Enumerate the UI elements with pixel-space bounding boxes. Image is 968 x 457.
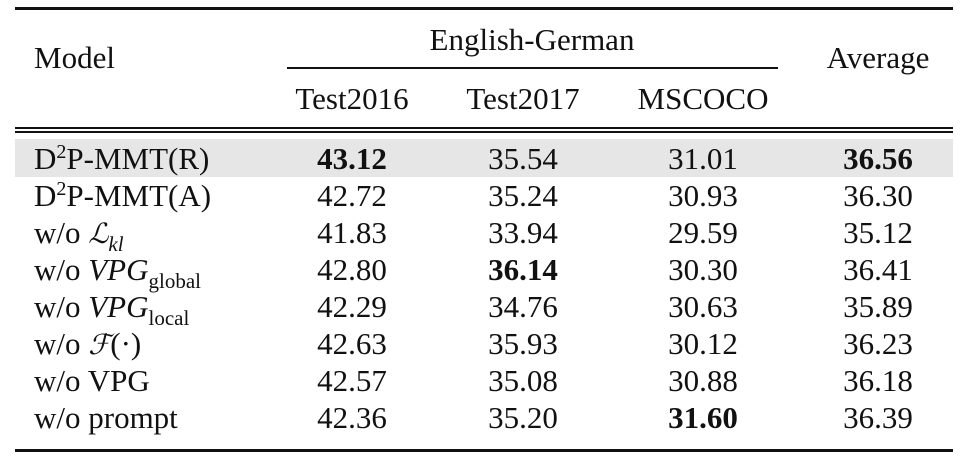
header-col-test2017: Test2017 bbox=[466, 81, 580, 116]
highlight-row-band bbox=[15, 139, 953, 177]
row-3-test2016: 42.80 bbox=[317, 252, 387, 287]
ablation-symbol: ℒ bbox=[88, 217, 109, 250]
row-2-test2016: 41.83 bbox=[317, 215, 387, 250]
row-6-model: w/o VPG bbox=[34, 365, 150, 396]
row-3-average: 36.41 bbox=[843, 252, 913, 287]
row-5-test2017: 35.93 bbox=[488, 326, 558, 361]
bottom-rule bbox=[15, 449, 953, 452]
group-underline bbox=[287, 67, 778, 69]
row-5-test2016: 42.63 bbox=[317, 326, 387, 361]
row-4-mscoco: 30.63 bbox=[668, 289, 738, 324]
row-1-mscoco: 30.93 bbox=[668, 178, 738, 213]
row-6-test2016: 42.57 bbox=[317, 363, 387, 398]
row-7-average: 36.39 bbox=[843, 400, 913, 435]
row-1-test2017: 35.24 bbox=[488, 178, 558, 213]
row-6-mscoco: 30.88 bbox=[668, 363, 738, 398]
ablation-symbol: VPG bbox=[88, 252, 149, 287]
ablation-label: prompt bbox=[88, 400, 178, 435]
header-col-test2016: Test2016 bbox=[295, 81, 409, 116]
model-name-rest: P-MMT(A) bbox=[66, 178, 212, 213]
row-7-test2016: 42.36 bbox=[317, 400, 387, 435]
row-0-mscoco: 31.01 bbox=[668, 141, 738, 176]
row-2-model: w/o ℒkl bbox=[34, 215, 124, 255]
ablation-symbol: ℱ bbox=[88, 328, 111, 361]
row-1-average: 36.30 bbox=[843, 178, 913, 213]
header-rule-2 bbox=[15, 131, 953, 133]
top-rule bbox=[15, 7, 953, 10]
row-1-test2016: 42.72 bbox=[317, 178, 387, 213]
row-7-mscoco: 31.60 bbox=[668, 400, 738, 435]
ablation-label: VPG bbox=[87, 363, 150, 398]
header-model: Model bbox=[34, 40, 115, 75]
header-rule bbox=[15, 127, 953, 129]
model-superscript: 2 bbox=[56, 141, 67, 163]
row-0-test2017: 35.54 bbox=[488, 141, 558, 176]
model-base: D bbox=[34, 178, 57, 213]
row-4-test2016: 42.29 bbox=[317, 289, 387, 324]
row-6-average: 36.18 bbox=[843, 363, 913, 398]
row-3-model: w/o VPGglobal bbox=[34, 252, 201, 292]
row-4-model: w/o VPGlocal bbox=[34, 289, 189, 329]
header-group: English-German bbox=[429, 22, 635, 57]
row-7-test2017: 35.20 bbox=[488, 400, 558, 435]
model-superscript: 2 bbox=[56, 178, 67, 200]
model-prefix: w/o bbox=[34, 400, 81, 435]
row-4-test2017: 34.76 bbox=[488, 289, 558, 324]
row-0-model: D2P-MMT(R) bbox=[34, 141, 210, 176]
ablation-argument: (·) bbox=[110, 326, 142, 361]
row-0-average: 36.56 bbox=[843, 141, 913, 176]
model-prefix: w/o bbox=[34, 252, 81, 287]
ablation-subscript: kl bbox=[108, 232, 124, 256]
model-name-rest: P-MMT(R) bbox=[66, 141, 210, 176]
row-2-test2017: 33.94 bbox=[488, 215, 558, 250]
row-5-model: w/o ℱ(·) bbox=[34, 328, 141, 359]
row-0-test2016: 43.12 bbox=[317, 141, 387, 176]
row-5-mscoco: 30.12 bbox=[668, 326, 738, 361]
ablation-symbol: VPG bbox=[88, 289, 149, 324]
row-2-mscoco: 29.59 bbox=[668, 215, 738, 250]
ablation-subscript: global bbox=[148, 269, 202, 293]
header-col-mscoco: MSCOCO bbox=[637, 81, 769, 116]
model-base: D bbox=[34, 141, 57, 176]
header-average: Average bbox=[826, 40, 930, 75]
row-3-mscoco: 30.30 bbox=[668, 252, 738, 287]
model-prefix: w/o bbox=[34, 289, 81, 324]
row-3-test2017: 36.14 bbox=[488, 252, 558, 287]
model-prefix: w/o bbox=[34, 363, 81, 398]
model-prefix: w/o bbox=[34, 215, 81, 250]
row-2-average: 35.12 bbox=[843, 215, 913, 250]
ablation-subscript: local bbox=[148, 306, 190, 330]
row-1-model: D2P-MMT(A) bbox=[34, 178, 212, 213]
model-prefix: w/o bbox=[34, 326, 81, 361]
row-6-test2017: 35.08 bbox=[488, 363, 558, 398]
row-7-model: w/o prompt bbox=[34, 402, 178, 433]
row-5-average: 36.23 bbox=[843, 326, 913, 361]
row-4-average: 35.89 bbox=[843, 289, 913, 324]
